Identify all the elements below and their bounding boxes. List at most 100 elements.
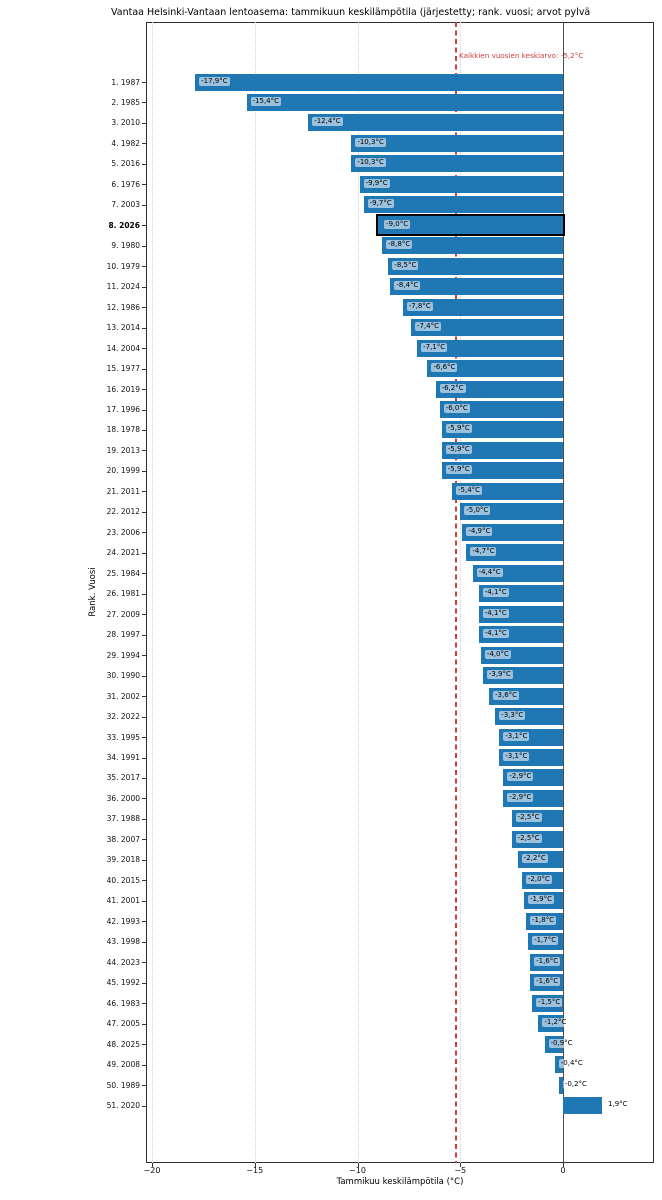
y-tick-mark <box>142 1003 146 1005</box>
y-tick-label: 36. 2000 <box>106 793 140 803</box>
y-tick-label: 37. 1988 <box>106 814 140 824</box>
y-tick-mark <box>142 921 146 923</box>
y-tick-mark <box>142 368 146 370</box>
bar-value-label: -2,5°C <box>515 833 542 843</box>
bar-value-label: -1,2°C <box>542 1018 569 1028</box>
x-tick-mark <box>357 1163 359 1167</box>
y-tick-mark <box>142 266 146 268</box>
bar-value-label: -4,9°C <box>466 526 493 536</box>
y-tick-label: 39. 2018 <box>106 855 140 865</box>
y-tick-mark <box>142 716 146 718</box>
bar-value-label: -15,4°C <box>250 96 282 106</box>
bar-value-label: -5,9°C <box>445 424 472 434</box>
y-tick-mark <box>142 757 146 759</box>
y-tick-label: 51. 2020 <box>106 1101 140 1110</box>
y-tick-label: 29. 1994 <box>106 650 140 660</box>
y-tick-label: 24. 2021 <box>106 548 140 558</box>
bar-value-label: -0,9°C <box>548 1038 575 1048</box>
bar-value-label: -3,1°C <box>503 752 530 761</box>
bar-2010 <box>308 114 563 132</box>
y-tick-label: 38. 2007 <box>106 834 140 844</box>
y-tick-label: 30. 1990 <box>106 671 140 681</box>
bar-value-label: -1,9°C <box>527 895 554 905</box>
y-tick-mark <box>142 880 146 882</box>
y-tick-label: 44. 2023 <box>106 957 140 967</box>
bar-1985 <box>246 93 563 111</box>
y-tick-mark <box>142 286 146 288</box>
y-tick-mark <box>142 859 146 861</box>
y-tick-label: 9. 1980 <box>111 241 140 251</box>
y-tick-mark <box>142 818 146 820</box>
y-tick-mark <box>142 143 146 145</box>
bar-1996 <box>439 401 563 419</box>
y-tick-mark <box>142 389 146 391</box>
y-tick-label: 11. 2024 <box>106 282 140 292</box>
y-tick-label: 8. 2026 <box>108 220 140 230</box>
grid-line <box>254 22 256 1163</box>
y-tick-mark <box>142 839 146 841</box>
y-tick-mark <box>142 511 146 513</box>
y-tick-mark <box>142 1044 146 1046</box>
x-tick-label: −20 <box>143 1166 161 1175</box>
y-tick-mark <box>142 327 146 329</box>
y-tick-label: 26. 1981 <box>106 589 140 599</box>
y-tick-mark <box>142 491 146 493</box>
bar-1999 <box>441 462 563 480</box>
bar-value-label: -17,9°C <box>199 76 230 86</box>
y-tick-label: 46. 1983 <box>106 998 140 1008</box>
mean-dashed-line <box>455 22 457 1163</box>
chart-title: Vantaa Helsinki-Vantaan lentoasema: tamm… <box>111 7 591 18</box>
bar-value-label: -6,6°C <box>431 363 458 373</box>
y-tick-label: 16. 2019 <box>106 384 140 394</box>
bar-value-label: -2,9°C <box>507 772 534 782</box>
grid-line <box>357 22 359 1163</box>
bar-1986 <box>402 298 563 316</box>
bar-value-label: -9,9°C <box>363 178 390 188</box>
bar-1976 <box>359 175 563 193</box>
bar-value-label: -1,8°C <box>530 915 557 925</box>
bar-1977 <box>427 360 563 378</box>
zero-axis-line <box>563 22 564 1163</box>
y-axis-label: Rank. Vuosi <box>88 567 98 617</box>
bar-2004 <box>417 339 563 357</box>
y-tick-label: 14. 2004 <box>106 343 140 353</box>
y-tick-mark <box>142 696 146 698</box>
y-tick-label: 21. 2011 <box>106 486 140 496</box>
x-tick-mark <box>563 1163 564 1167</box>
y-tick-mark <box>142 163 146 165</box>
bar-value-label: -3,9°C <box>486 670 513 680</box>
y-tick-label: 1. 1987 <box>111 77 140 87</box>
y-tick-mark <box>142 532 146 534</box>
bar-1982 <box>351 134 563 152</box>
y-tick-label: 33. 1995 <box>106 732 140 742</box>
x-tick-label: −15 <box>246 1166 264 1175</box>
y-tick-label: 12. 1986 <box>106 302 140 312</box>
bar-value-label: -4,1°C <box>482 588 509 598</box>
bar-value-label: -0,4°C <box>558 1059 585 1069</box>
bar-value-label: -2,0°C <box>525 874 552 884</box>
bar-2014 <box>410 319 563 337</box>
bar-value-label: -7,8°C <box>406 301 433 311</box>
bar-value-label: -4,1°C <box>482 608 509 618</box>
y-tick-mark <box>142 573 146 575</box>
y-tick-mark <box>142 941 146 943</box>
y-tick-label: 7. 2003 <box>111 200 140 210</box>
y-tick-mark <box>142 634 146 636</box>
y-tick-label: 49. 2008 <box>106 1060 140 1070</box>
y-tick-label: 20. 1999 <box>106 466 140 476</box>
y-tick-label: 50. 1989 <box>106 1080 140 1090</box>
bar-1978 <box>441 421 563 439</box>
y-tick-label: 19. 2013 <box>106 445 140 455</box>
bar-value-label: -12,4°C <box>312 117 343 127</box>
y-tick-label: 4. 1982 <box>111 138 140 148</box>
y-tick-label: 27. 2009 <box>106 609 140 619</box>
y-tick-mark <box>142 82 146 83</box>
plot-area <box>146 22 654 1163</box>
bar-value-label: -4,7°C <box>470 547 497 557</box>
bar-value-label: -3,3°C <box>499 711 526 721</box>
y-tick-label: 5. 2016 <box>111 159 140 169</box>
y-tick-mark <box>142 429 146 431</box>
bar-value-label: -5,9°C <box>445 465 472 475</box>
y-tick-mark <box>142 777 146 779</box>
y-tick-mark <box>142 1085 146 1087</box>
